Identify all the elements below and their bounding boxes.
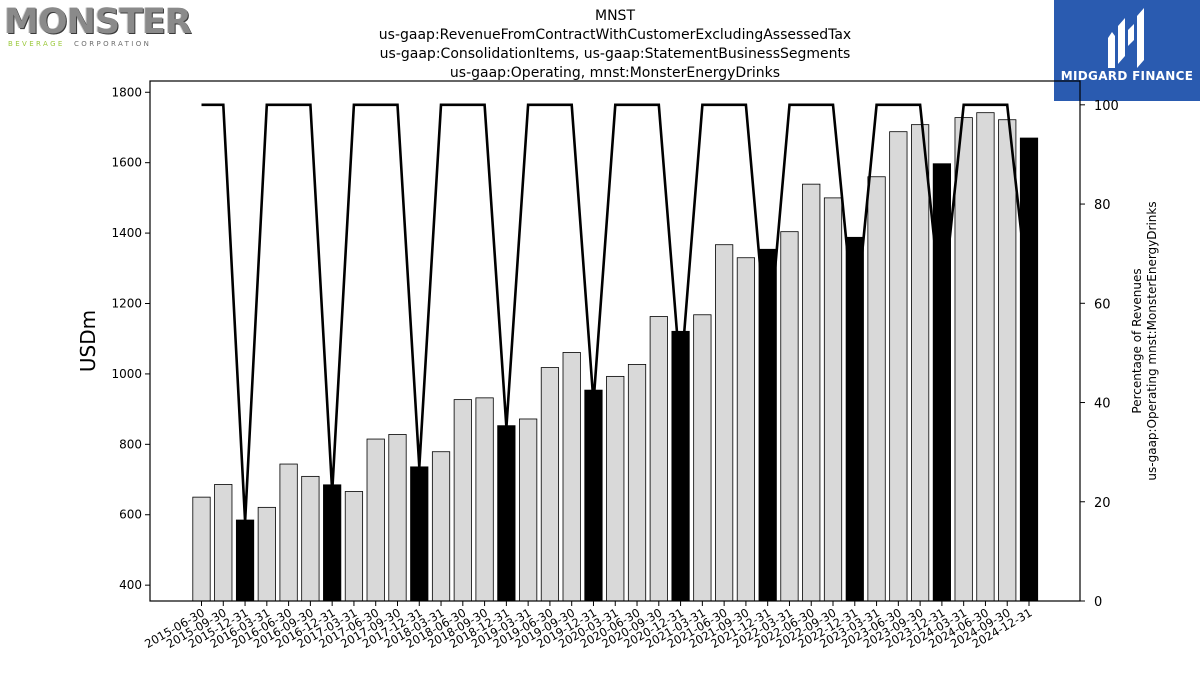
bar bbox=[911, 124, 930, 602]
bar bbox=[279, 463, 298, 602]
bar bbox=[323, 484, 342, 602]
y2-axis-label: Percentage of Revenues bbox=[1130, 268, 1144, 413]
y-tick-label: 1200 bbox=[111, 297, 142, 311]
bar bbox=[344, 491, 364, 602]
y-tick-label: 800 bbox=[119, 437, 142, 451]
y2-axis-label: us-gaap:Operating mnst:MonsterEnergyDrin… bbox=[1145, 201, 1159, 480]
bar bbox=[627, 364, 647, 602]
y2-tick-label: 0 bbox=[1094, 595, 1102, 610]
y-tick-label: 1800 bbox=[111, 85, 142, 99]
bar bbox=[780, 231, 799, 602]
y2-tick-label: 100 bbox=[1094, 99, 1119, 114]
bar bbox=[431, 451, 451, 602]
bar bbox=[540, 367, 560, 602]
bar bbox=[823, 197, 843, 602]
bar bbox=[802, 183, 821, 602]
percentage-line bbox=[201, 103, 1031, 522]
bar bbox=[998, 119, 1017, 602]
bar bbox=[1019, 137, 1039, 602]
bar bbox=[693, 314, 712, 602]
y-tick-label: 1600 bbox=[111, 156, 142, 170]
bar bbox=[475, 397, 494, 602]
monster-wordmark: MONSTER bbox=[4, 2, 192, 42]
bar bbox=[736, 257, 756, 602]
bar bbox=[388, 434, 407, 602]
bar bbox=[257, 506, 276, 602]
monster-sub-green: BEVERAGE bbox=[8, 40, 65, 48]
y-tick-label: 400 bbox=[119, 578, 142, 592]
bar bbox=[889, 131, 908, 602]
bar bbox=[235, 519, 255, 602]
monster-subline: BEVERAGE CORPORATION bbox=[8, 40, 151, 48]
chart-title-line: us-gaap:Operating, mnst:MonsterEnergyDri… bbox=[450, 65, 780, 81]
bar bbox=[932, 163, 951, 602]
bar bbox=[453, 399, 472, 602]
chart-title-line: us-gaap:RevenueFromContractWithCustomerE… bbox=[379, 27, 851, 43]
y2-tick-label: 40 bbox=[1094, 397, 1111, 412]
y2-tick-label: 80 bbox=[1094, 198, 1111, 213]
percentage-series bbox=[201, 103, 1031, 522]
monster-sub-rest: CORPORATION bbox=[74, 40, 152, 48]
bar bbox=[649, 316, 668, 602]
bar bbox=[366, 438, 385, 602]
bar bbox=[584, 389, 603, 602]
bar bbox=[758, 248, 777, 602]
bar bbox=[976, 112, 995, 602]
bar-series bbox=[192, 112, 1039, 602]
chart-axes: 400 600 800 1000 1200 1400 1600 1800 0 20 40 60 80 10… bbox=[76, 80, 1159, 651]
y-tick-label: 1400 bbox=[111, 226, 142, 240]
midgard-logo: MIDGARD FINANCE bbox=[1054, 0, 1200, 101]
y-axis-label: USDm bbox=[76, 310, 100, 372]
y-tick-label: 600 bbox=[119, 508, 142, 522]
midgard-mark-icon bbox=[1108, 8, 1144, 68]
y2-tick-label: 60 bbox=[1094, 297, 1111, 312]
y2-tick-label: 20 bbox=[1094, 496, 1111, 511]
bar bbox=[606, 375, 625, 602]
bar bbox=[519, 418, 538, 602]
bar bbox=[301, 475, 320, 602]
bar bbox=[192, 496, 211, 602]
bar bbox=[214, 484, 233, 602]
chart-title-line: us-gaap:ConsolidationItems, us-gaap:Stat… bbox=[380, 46, 851, 62]
bar bbox=[562, 352, 581, 602]
bar bbox=[410, 466, 429, 602]
monster-logo: MONSTER BEVERAGE CORPORATION bbox=[4, 2, 192, 48]
bar bbox=[954, 117, 973, 602]
chart-title-line: MNST bbox=[595, 8, 635, 24]
bar bbox=[497, 425, 516, 602]
chart-title: MNST us-gaap:RevenueFromContractWithCusto… bbox=[379, 8, 851, 81]
bar bbox=[867, 176, 886, 602]
y-tick-label: 1000 bbox=[111, 367, 142, 381]
midgard-label: MIDGARD FINANCE bbox=[1060, 69, 1194, 83]
bar bbox=[715, 244, 734, 602]
bar bbox=[845, 236, 864, 602]
